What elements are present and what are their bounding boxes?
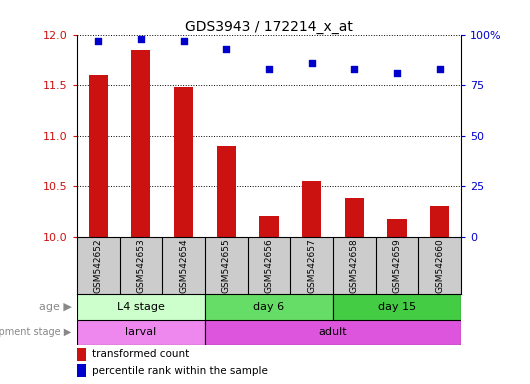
Text: adult: adult <box>319 327 347 337</box>
Text: transformed count: transformed count <box>92 349 189 359</box>
Bar <box>77 348 86 361</box>
Point <box>393 70 401 76</box>
Bar <box>387 220 407 237</box>
Text: GSM542652: GSM542652 <box>94 238 103 293</box>
Point <box>265 66 273 72</box>
Bar <box>174 87 193 237</box>
Text: percentile rank within the sample: percentile rank within the sample <box>92 366 268 376</box>
Bar <box>131 50 151 237</box>
Point <box>307 60 316 66</box>
Bar <box>259 217 279 237</box>
Text: development stage ▶: development stage ▶ <box>0 327 72 337</box>
Bar <box>77 319 205 345</box>
Bar <box>430 206 449 237</box>
Text: GSM542654: GSM542654 <box>179 238 188 293</box>
Text: larval: larval <box>125 327 156 337</box>
Text: GSM542659: GSM542659 <box>393 238 402 293</box>
Bar <box>333 294 461 319</box>
Bar <box>217 146 236 237</box>
Point <box>179 38 188 44</box>
Bar <box>89 75 108 237</box>
Point <box>436 66 444 72</box>
Bar <box>205 319 461 345</box>
Text: age ▶: age ▶ <box>39 302 72 312</box>
Point <box>350 66 359 72</box>
Text: GSM542653: GSM542653 <box>136 238 145 293</box>
Text: L4 stage: L4 stage <box>117 302 165 312</box>
Bar <box>344 198 364 237</box>
Text: GSM542658: GSM542658 <box>350 238 359 293</box>
Text: GSM542656: GSM542656 <box>264 238 273 293</box>
Text: GSM542657: GSM542657 <box>307 238 316 293</box>
Bar <box>205 294 333 319</box>
Text: GSM542660: GSM542660 <box>435 238 444 293</box>
Title: GDS3943 / 172214_x_at: GDS3943 / 172214_x_at <box>185 20 353 33</box>
Bar <box>77 364 86 377</box>
Point <box>94 38 102 44</box>
Bar <box>77 294 205 319</box>
Text: day 6: day 6 <box>253 302 285 312</box>
Bar <box>302 181 321 237</box>
Text: GSM542655: GSM542655 <box>222 238 231 293</box>
Point <box>137 36 145 42</box>
Text: day 15: day 15 <box>378 302 416 312</box>
Point <box>222 46 231 52</box>
